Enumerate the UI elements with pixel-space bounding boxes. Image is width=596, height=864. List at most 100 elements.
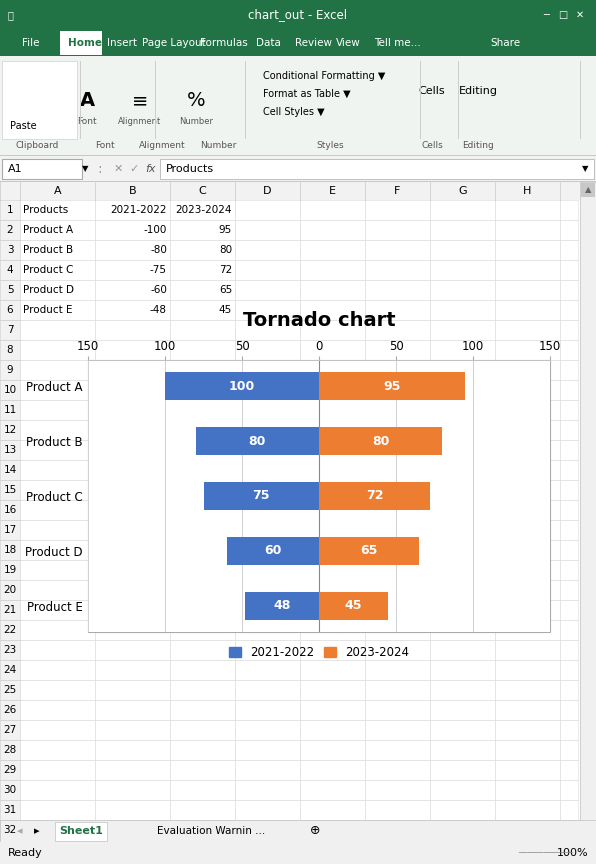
Bar xyxy=(235,680,300,700)
Bar xyxy=(95,460,170,480)
Bar xyxy=(365,640,430,660)
Text: 3: 3 xyxy=(7,245,13,255)
Bar xyxy=(95,740,170,760)
Bar xyxy=(95,480,170,500)
Bar xyxy=(20,520,95,540)
Bar xyxy=(430,300,495,320)
Text: 2023-2024: 2023-2024 xyxy=(175,205,232,215)
Text: Conditional Formatting ▼: Conditional Formatting ▼ xyxy=(263,71,386,81)
Bar xyxy=(430,400,495,420)
Text: G: G xyxy=(458,186,467,196)
Bar xyxy=(20,600,95,620)
Text: 6: 6 xyxy=(7,305,13,315)
Bar xyxy=(0,580,20,600)
Bar xyxy=(300,360,365,380)
Bar xyxy=(170,780,235,800)
Bar xyxy=(170,380,235,400)
Bar xyxy=(235,540,300,560)
Bar xyxy=(430,260,495,280)
Text: 1: 1 xyxy=(7,205,13,215)
Bar xyxy=(581,183,595,197)
Text: Product B: Product B xyxy=(23,245,73,255)
Bar xyxy=(95,560,170,580)
Text: 95: 95 xyxy=(219,225,232,235)
Bar xyxy=(235,660,300,680)
Bar xyxy=(495,760,560,780)
Bar xyxy=(365,400,430,420)
Bar xyxy=(319,482,430,510)
Bar xyxy=(300,780,365,800)
Text: 24: 24 xyxy=(4,665,17,675)
Text: A1: A1 xyxy=(8,164,23,174)
Text: 80: 80 xyxy=(249,435,266,448)
Bar xyxy=(495,320,560,340)
Bar xyxy=(20,580,95,600)
Text: E: E xyxy=(329,186,336,196)
Bar xyxy=(95,680,170,700)
Bar xyxy=(170,800,235,820)
Bar xyxy=(365,560,430,580)
Bar xyxy=(430,800,495,820)
Bar xyxy=(235,640,300,660)
Bar xyxy=(20,340,95,360)
Bar xyxy=(235,320,300,340)
Bar xyxy=(300,740,365,760)
Bar xyxy=(300,620,365,640)
Text: 28: 28 xyxy=(4,745,17,755)
Bar xyxy=(235,500,300,520)
Bar xyxy=(0,780,20,800)
Bar xyxy=(365,240,430,260)
Bar xyxy=(0,200,20,220)
Bar xyxy=(235,600,300,620)
Bar xyxy=(170,740,235,760)
Bar xyxy=(170,220,235,240)
Bar xyxy=(300,420,365,440)
Text: Cells: Cells xyxy=(418,86,445,96)
Bar xyxy=(560,260,578,280)
Text: 48: 48 xyxy=(274,600,291,613)
Bar xyxy=(495,560,560,580)
Bar xyxy=(430,700,495,720)
Bar xyxy=(170,640,235,660)
Bar xyxy=(495,620,560,640)
Text: Data: Data xyxy=(256,38,281,48)
Bar xyxy=(319,372,465,400)
Bar xyxy=(365,580,430,600)
Bar xyxy=(365,760,430,780)
Text: Products: Products xyxy=(23,205,69,215)
Text: 12: 12 xyxy=(4,425,17,435)
Bar xyxy=(365,260,430,280)
Bar xyxy=(95,660,170,680)
Bar xyxy=(560,280,578,300)
Text: F: F xyxy=(395,186,401,196)
Bar xyxy=(0,842,596,864)
Bar xyxy=(55,822,107,841)
Text: 100: 100 xyxy=(229,379,255,392)
Bar xyxy=(0,680,20,700)
Bar xyxy=(495,360,560,380)
Bar xyxy=(430,640,495,660)
Bar xyxy=(495,280,560,300)
Bar xyxy=(560,520,578,540)
Text: ⊕: ⊕ xyxy=(310,824,320,837)
Bar xyxy=(560,320,578,340)
Bar xyxy=(560,220,578,240)
Bar xyxy=(0,720,20,740)
Bar xyxy=(20,660,95,680)
Text: Cells: Cells xyxy=(421,142,443,150)
Text: 💾: 💾 xyxy=(8,10,14,20)
Bar xyxy=(495,240,560,260)
Bar xyxy=(235,620,300,640)
Bar xyxy=(95,220,170,240)
Bar xyxy=(560,720,578,740)
Bar xyxy=(95,500,170,520)
Text: 45: 45 xyxy=(345,600,362,613)
Bar xyxy=(560,800,578,820)
Bar xyxy=(170,660,235,680)
Bar xyxy=(235,220,300,240)
Bar xyxy=(0,600,20,620)
Bar xyxy=(95,640,170,660)
Bar xyxy=(300,340,365,360)
Bar xyxy=(235,520,300,540)
Bar xyxy=(235,340,300,360)
